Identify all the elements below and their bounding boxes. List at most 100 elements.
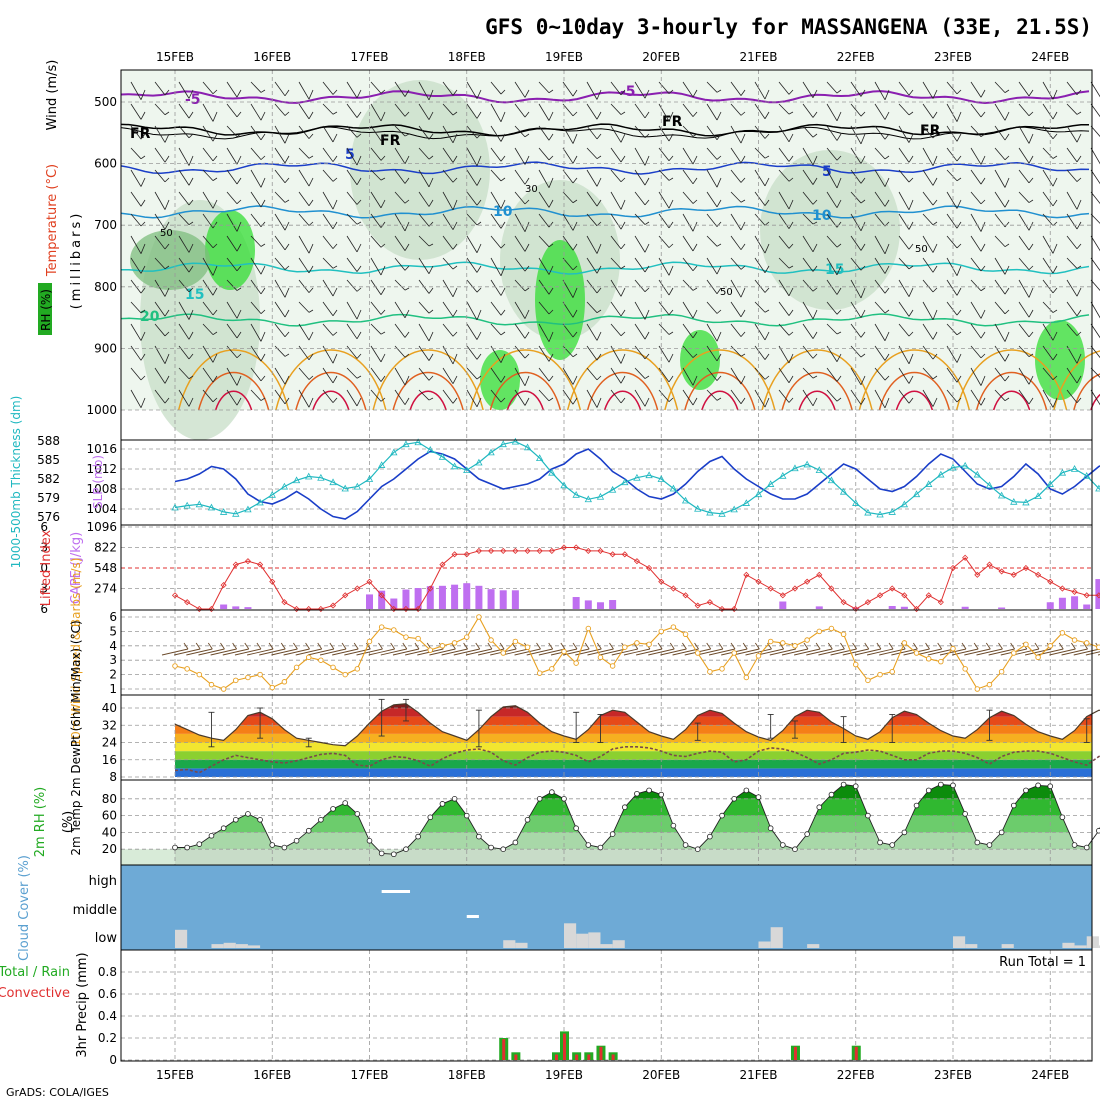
- wind-barb: [946, 257, 958, 276]
- wind-barb-flag: [1004, 265, 1010, 275]
- wind-barb-flag: [236, 265, 242, 272]
- wind-barb-flag: [668, 331, 674, 335]
- cloud-low-bin: [503, 940, 516, 948]
- isotherm-label: 10: [493, 204, 513, 220]
- wind-barb: [178, 147, 190, 166]
- thickness-point: [256, 498, 264, 506]
- wind-barb-flag: [260, 111, 266, 121]
- isotherm-label: 5: [822, 164, 832, 180]
- wind-barb: [730, 191, 742, 203]
- wind-barb: [778, 323, 790, 336]
- wind-barb: [1042, 125, 1054, 140]
- wind-barb-flag: [1076, 155, 1082, 163]
- temp-band: [175, 759, 1092, 769]
- wind-barb-flag: [1052, 397, 1058, 408]
- wind-barb-flag: [332, 111, 338, 115]
- wind-barb: [778, 191, 790, 210]
- lifted-index-point: [524, 547, 531, 554]
- wind-barb: [586, 367, 598, 381]
- wind-barb: [658, 81, 670, 94]
- wind-speed-point: [925, 656, 932, 662]
- wind-barb-flag: [212, 397, 218, 403]
- wind-barb: [922, 345, 934, 360]
- wind-barb: [226, 103, 238, 118]
- cape-bar: [499, 590, 507, 609]
- wind-barb-flag: [380, 287, 386, 295]
- wind-barb: [826, 279, 838, 295]
- wind-barb: [922, 301, 934, 320]
- rh-point: [889, 842, 896, 848]
- wind-barb-flag: [1028, 375, 1034, 385]
- wind-barb: [730, 169, 742, 183]
- wind-barb: [635, 648, 663, 656]
- thickness-point: [657, 475, 665, 482]
- wind-barb-flag: [548, 133, 554, 141]
- wind-barb: [298, 147, 310, 159]
- wind-barb: [563, 648, 590, 656]
- wind-barb-flag: [596, 243, 602, 254]
- wind-barb: [274, 147, 286, 164]
- lifted-index-point: [378, 592, 385, 599]
- wind-barb: [1042, 191, 1054, 207]
- footer-credit: GrADS: COLA/IGES: [6, 1086, 109, 1099]
- wind-barb: [1042, 301, 1054, 313]
- wind-barb-flag: [668, 155, 674, 161]
- wind-barb: [730, 257, 742, 270]
- wind-barb-flag: [268, 642, 274, 650]
- wind-barb: [708, 648, 736, 656]
- rh-point: [403, 846, 409, 852]
- wind-barb: [874, 367, 886, 381]
- wind-barb: [346, 213, 358, 225]
- lifted-index-point: [1047, 578, 1054, 585]
- wind-barb: [274, 169, 286, 183]
- wind-barb-flag: [236, 177, 242, 185]
- thickness-point: [365, 475, 374, 482]
- wind-barb-flag: [164, 111, 170, 116]
- wind-barb: [706, 301, 718, 314]
- lifted-index-point: [597, 547, 604, 554]
- precip-conv-bar: [555, 1054, 558, 1060]
- wind-barb-flag: [476, 397, 482, 407]
- cloud-low-bin: [758, 941, 771, 948]
- wind-barb: [490, 169, 502, 182]
- rh-point: [536, 795, 543, 802]
- lifted-index-point: [1035, 571, 1042, 578]
- rh-point: [974, 839, 981, 846]
- wind-barb: [610, 147, 622, 163]
- temp2m-axis-label: 2m Temp 2m DewPt (6hr Min/Max) (°C): [69, 620, 83, 855]
- lifted-index-point: [646, 564, 653, 572]
- wind-barb-flag: [860, 353, 866, 358]
- cape-axis-label: CAPE (J/kg): [69, 532, 84, 604]
- thickness-point: [864, 508, 872, 516]
- thickness-point: [754, 490, 763, 498]
- wind-barb-flag: [620, 375, 626, 384]
- isotherm-label: 15: [825, 262, 844, 278]
- wind-barb: [178, 257, 190, 273]
- wind-barb-flag: [668, 375, 674, 383]
- rh-point: [986, 842, 993, 848]
- wind-barb: [370, 169, 382, 181]
- wind-speed-point: [293, 664, 300, 671]
- wind-barb: [154, 81, 166, 96]
- wind-barb: [250, 389, 262, 401]
- wind-barb: [226, 301, 238, 319]
- wind-barb-flag: [956, 177, 962, 182]
- wind-barb: [222, 648, 249, 656]
- rh-point: [682, 842, 689, 848]
- wind-barb-flag: [884, 375, 890, 381]
- wind-barb: [442, 169, 454, 183]
- wind-barb: [648, 648, 675, 656]
- wind-barb: [778, 279, 790, 297]
- rh-point: [1023, 787, 1029, 794]
- wind-barb: [538, 257, 550, 275]
- wind-barb-flag: [980, 353, 986, 359]
- wind-barb: [1090, 367, 1100, 378]
- wind-barb-flag: [692, 397, 698, 406]
- wind-barb: [274, 125, 286, 144]
- wind-barb-flag: [524, 221, 530, 232]
- wind-barb-flag: [452, 353, 458, 365]
- wind-barb: [178, 213, 190, 225]
- isotherm-warm-lobe: [798, 390, 836, 411]
